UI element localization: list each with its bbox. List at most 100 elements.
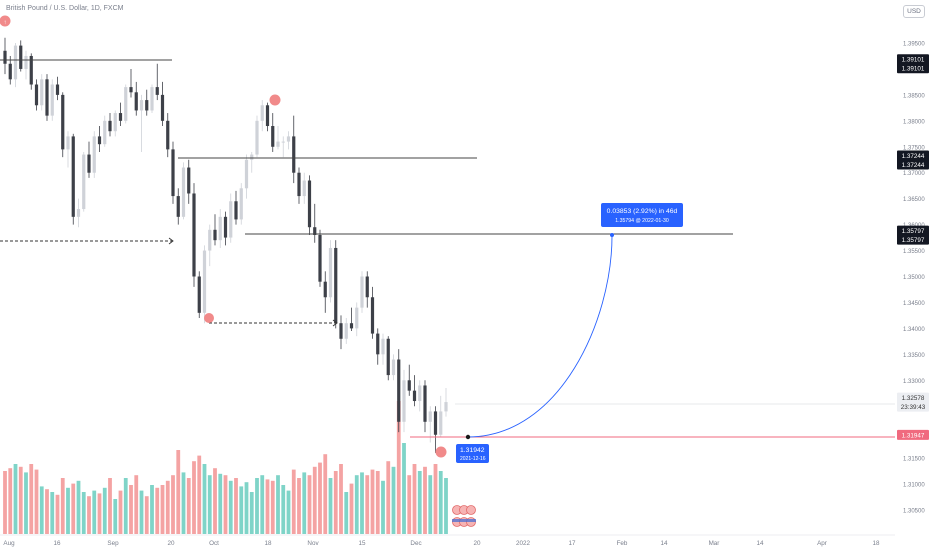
candle	[61, 94, 65, 150]
volume-bar	[29, 464, 34, 534]
candle	[87, 154, 91, 173]
price-tick-label: 1.38500	[903, 93, 925, 99]
candle	[234, 201, 238, 220]
volume-bar	[255, 478, 259, 534]
projection-curve[interactable]	[467, 235, 613, 438]
price-label-text: 1.32578	[902, 395, 925, 402]
price-tick-label: 1.34500	[903, 301, 925, 307]
volume-bar	[71, 483, 76, 534]
volume-bar	[312, 466, 317, 534]
volume-bar	[165, 480, 170, 534]
candle	[439, 411, 443, 435]
time-tick-label: 18	[872, 540, 880, 547]
volume-bar	[34, 469, 39, 534]
volume-bar	[60, 478, 65, 534]
measure-sublabel: 1.35794 @ 2022-01-30	[615, 218, 669, 224]
candle	[276, 141, 280, 147]
price-label-level-3	[897, 225, 929, 245]
time-tick-label: Nov	[307, 540, 319, 547]
candle	[381, 338, 385, 355]
candle	[139, 100, 144, 111]
volume-bar	[87, 496, 91, 534]
candle	[150, 87, 154, 111]
price-label-level-2	[897, 150, 929, 170]
drawings-layer[interactable]	[0, 59, 895, 440]
candle	[155, 87, 159, 95]
candle	[386, 338, 390, 376]
volume-bar	[39, 486, 44, 534]
candle	[391, 359, 396, 376]
candle	[402, 380, 406, 422]
markers-layer: ↑	[0, 15, 447, 458]
volume-bar	[344, 492, 349, 534]
candle	[145, 100, 149, 111]
candle	[444, 402, 448, 412]
volume-bar	[113, 499, 118, 534]
marker-top-1	[0, 15, 11, 27]
price-label-text: 1.37244	[902, 153, 925, 160]
marker-low-2	[435, 446, 447, 458]
time-tick-label: 14	[756, 540, 764, 547]
candle	[103, 120, 107, 145]
candle	[97, 136, 102, 145]
volume-bar	[55, 494, 60, 534]
volume-bar	[444, 478, 448, 534]
candle	[418, 385, 422, 402]
price-label-text: 1.35797	[902, 237, 925, 244]
time-tick-label: Mar	[709, 540, 720, 547]
volume-bar	[181, 472, 186, 534]
volume-bar	[144, 496, 149, 534]
volume-bar	[339, 464, 343, 534]
candle	[197, 276, 201, 313]
price-label-alert	[897, 429, 929, 440]
projection-start-point[interactable]	[465, 434, 471, 440]
candle	[265, 105, 270, 127]
time-tick-label: Apr	[817, 540, 827, 547]
candle	[29, 55, 33, 85]
volume-bar	[333, 471, 338, 534]
measure-tooltip[interactable]: 0.03853 (2.92%) in 46d 1.35794 @ 2022-01…	[601, 203, 683, 227]
volume-bar	[412, 464, 417, 534]
volume-bar	[291, 469, 296, 534]
price-axis-labels: 1.39101 1.39101 1.37244 1.37244 1.35797 1.357…	[897, 54, 929, 440]
candle	[407, 380, 411, 391]
candle	[313, 227, 317, 235]
candle	[76, 209, 81, 217]
marker-top-1-label: ↑	[4, 20, 7, 26]
candle	[355, 307, 359, 329]
candle	[218, 216, 222, 241]
volume-bar	[197, 455, 202, 534]
volume-bar	[92, 490, 97, 534]
anchor-tooltip[interactable]: 1.31942 2021-12-16	[456, 444, 489, 463]
price-tick-label: 1.37500	[903, 145, 925, 151]
volume-bar	[349, 483, 354, 534]
symbol-title[interactable]: British Pound / U.S. Dollar, 1D, FXCM	[6, 5, 124, 12]
event-icon[interactable]	[466, 505, 476, 515]
economic-events[interactable]	[452, 505, 476, 527]
time-axis[interactable]: Aug 16 Sep 20 Oct 18 Nov 15 Dec 20 2022 17 Feb 14 Mar 1…	[3, 540, 880, 547]
candle	[281, 141, 285, 143]
volume-bar	[207, 475, 212, 534]
candle	[360, 276, 364, 308]
anchor-price: 1.31942	[460, 447, 485, 454]
candle	[113, 113, 117, 132]
candle	[433, 411, 438, 435]
volume-bar	[381, 480, 385, 534]
candle	[412, 390, 417, 402]
volume-bar	[297, 478, 301, 534]
volume-bar	[118, 490, 123, 534]
volume-layer	[3, 401, 448, 534]
candle	[349, 323, 354, 329]
volume-bar	[417, 471, 422, 534]
candle	[24, 55, 28, 69]
candle	[334, 247, 338, 324]
volume-bar	[13, 464, 18, 534]
projection-end-point[interactable]	[610, 233, 614, 237]
volume-bar	[171, 475, 175, 534]
price-tick-label: 1.35500	[903, 249, 925, 255]
volume-bar	[365, 475, 370, 534]
candle	[171, 149, 175, 197]
currency-button[interactable]: USD	[903, 5, 925, 18]
